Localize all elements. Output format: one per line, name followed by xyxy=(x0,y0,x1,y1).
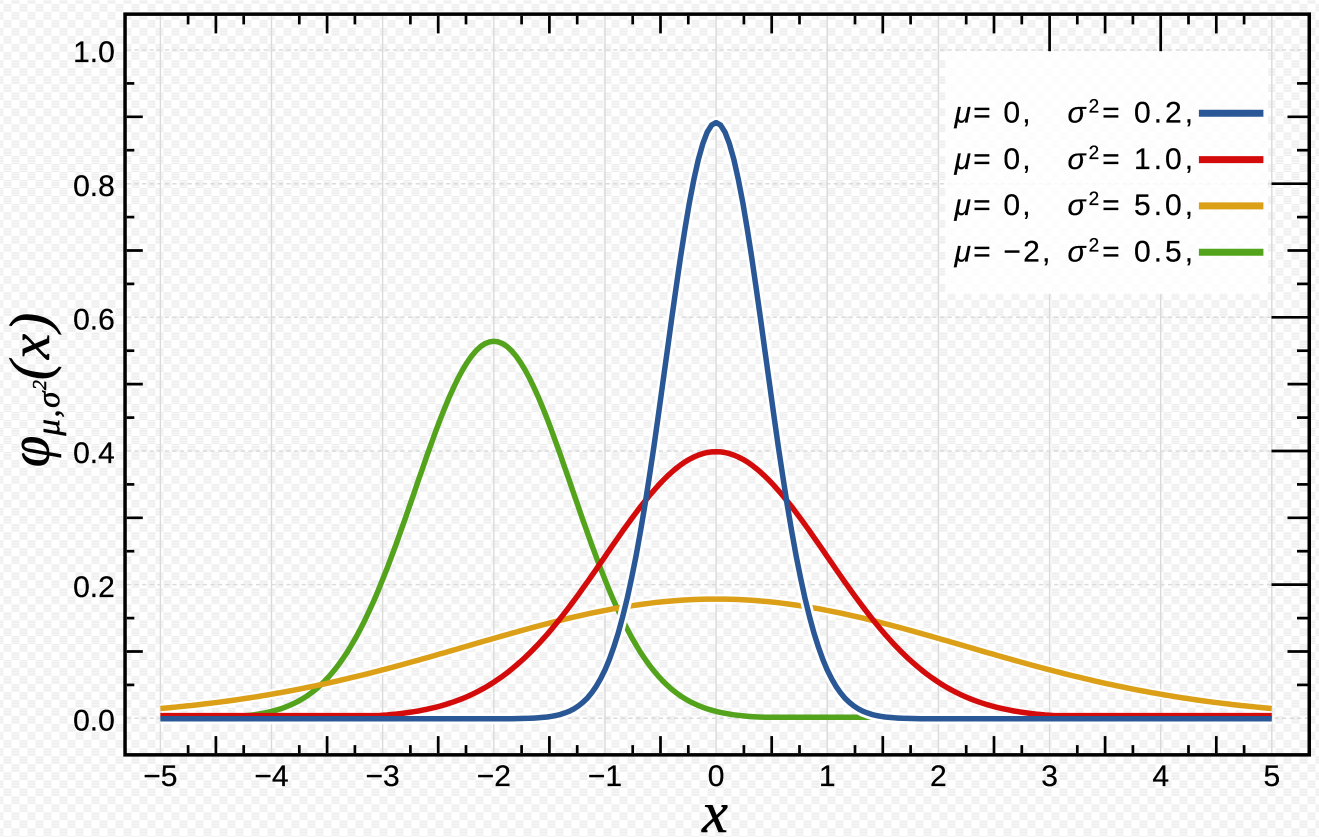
svg-text:0: 0 xyxy=(708,760,725,793)
svg-text:−5: −5 xyxy=(143,760,177,793)
svg-text:σ2= 0.5,: σ2= 0.5, xyxy=(1068,235,1197,268)
svg-text:μ= −2,: μ= −2, xyxy=(954,235,1053,268)
svg-text:0.6: 0.6 xyxy=(73,304,115,337)
svg-text:−4: −4 xyxy=(254,760,288,793)
svg-text:1.0: 1.0 xyxy=(73,36,115,69)
svg-text:1: 1 xyxy=(819,760,836,793)
svg-text:4: 4 xyxy=(1152,760,1169,793)
svg-text:σ2= 1.0,: σ2= 1.0, xyxy=(1068,143,1197,176)
svg-text:3: 3 xyxy=(1041,760,1058,793)
svg-text:0.0: 0.0 xyxy=(73,705,115,738)
svg-text:σ2= 5.0,: σ2= 5.0, xyxy=(1068,189,1197,222)
svg-text:x: x xyxy=(701,780,728,837)
svg-text:μ= 0,: μ= 0, xyxy=(954,189,1033,222)
svg-text:σ2= 0.2,: σ2= 0.2, xyxy=(1068,97,1197,130)
svg-text:0.8: 0.8 xyxy=(73,170,115,203)
svg-text:φμ,σ2(x): φμ,σ2(x) xyxy=(0,311,67,467)
svg-text:μ= 0,: μ= 0, xyxy=(954,143,1033,176)
svg-text:−1: −1 xyxy=(588,760,622,793)
svg-text:0.2: 0.2 xyxy=(73,571,115,604)
svg-text:μ= 0,: μ= 0, xyxy=(954,97,1033,130)
svg-text:2: 2 xyxy=(930,760,947,793)
svg-text:−3: −3 xyxy=(365,760,399,793)
svg-text:0.4: 0.4 xyxy=(73,437,115,470)
svg-text:5: 5 xyxy=(1263,760,1280,793)
svg-text:−2: −2 xyxy=(477,760,511,793)
